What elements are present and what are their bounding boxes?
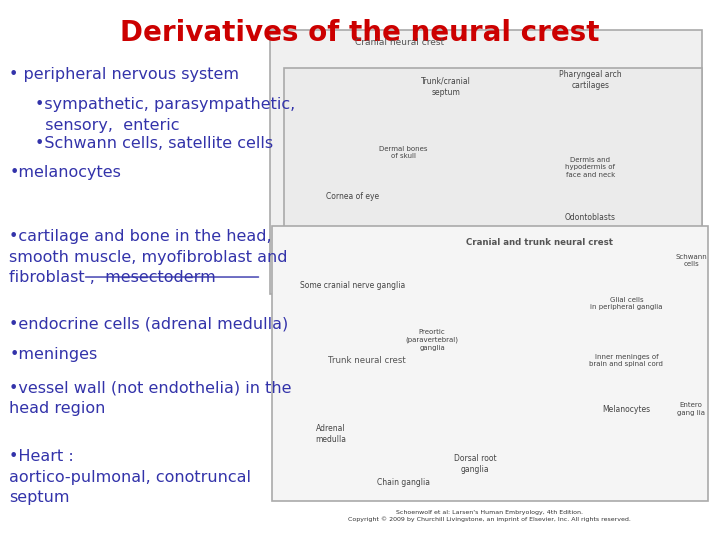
Text: Odontoblasts: Odontoblasts: [565, 213, 616, 222]
Text: Chain ganglia: Chain ganglia: [377, 478, 430, 487]
Text: Pharyngeal arch
cartilages: Pharyngeal arch cartilages: [559, 70, 621, 90]
Text: Schoenwolf et al: Larsen's Human Embryology, 4th Edition.
Copyright © 2009 by Ch: Schoenwolf et al: Larsen's Human Embryol…: [348, 510, 631, 522]
Text: Cranial neural crest: Cranial neural crest: [355, 38, 444, 47]
Text: Some cranial nerve ganglia: Some cranial nerve ganglia: [300, 281, 405, 290]
Text: •cartilage and bone in the head,
smooth muscle, myofibroblast and
fibroblast ,  : •cartilage and bone in the head, smooth …: [9, 230, 288, 285]
Text: •Schwann cells, satellite cells: •Schwann cells, satellite cells: [35, 136, 273, 151]
Text: Dorsal root
ganglia: Dorsal root ganglia: [454, 454, 497, 474]
Text: Dermal bones
of skull: Dermal bones of skull: [379, 146, 428, 159]
Text: Glial cells
in peripheral ganglia: Glial cells in peripheral ganglia: [590, 297, 662, 310]
Text: Melanocytes: Melanocytes: [603, 405, 650, 414]
Text: Dermis and
hypodermis of
face and neck: Dermis and hypodermis of face and neck: [565, 157, 616, 178]
Text: •Heart :
aortico-pulmonal, conotruncal
septum: •Heart : aortico-pulmonal, conotruncal s…: [9, 449, 251, 505]
Text: Adrenal
medulla: Adrenal medulla: [315, 424, 347, 444]
Text: •sympathetic, parasympathetic,
  sensory,  enteric: •sympathetic, parasympathetic, sensory, …: [35, 97, 294, 133]
Text: Entero
gang lia: Entero gang lia: [678, 402, 705, 416]
Text: •vessel wall (not endothelia) in the
head region: •vessel wall (not endothelia) in the hea…: [9, 381, 292, 416]
Text: Cornea of eye: Cornea of eye: [326, 192, 379, 201]
Text: •endocrine cells (adrenal medulla): •endocrine cells (adrenal medulla): [9, 317, 289, 332]
FancyBboxPatch shape: [272, 226, 708, 501]
Text: Schwann
cells: Schwann cells: [675, 254, 707, 267]
Text: • peripheral nervous system: • peripheral nervous system: [9, 68, 239, 83]
Text: Trunk neural crest: Trunk neural crest: [328, 356, 406, 366]
Text: Preortic
(paravertebral)
ganglia: Preortic (paravertebral) ganglia: [405, 329, 459, 351]
Text: Trunk/cranial
septum: Trunk/cranial septum: [421, 77, 472, 97]
Text: •melanocytes: •melanocytes: [9, 165, 121, 180]
FancyBboxPatch shape: [284, 68, 702, 362]
Text: Cranial and trunk neural crest: Cranial and trunk neural crest: [467, 238, 613, 247]
Text: •meninges: •meninges: [9, 347, 98, 362]
Text: Derivatives of the neural crest: Derivatives of the neural crest: [120, 19, 600, 47]
Text: Inner meninges of
brain and spinal cord: Inner meninges of brain and spinal cord: [590, 354, 663, 367]
FancyBboxPatch shape: [270, 30, 702, 294]
